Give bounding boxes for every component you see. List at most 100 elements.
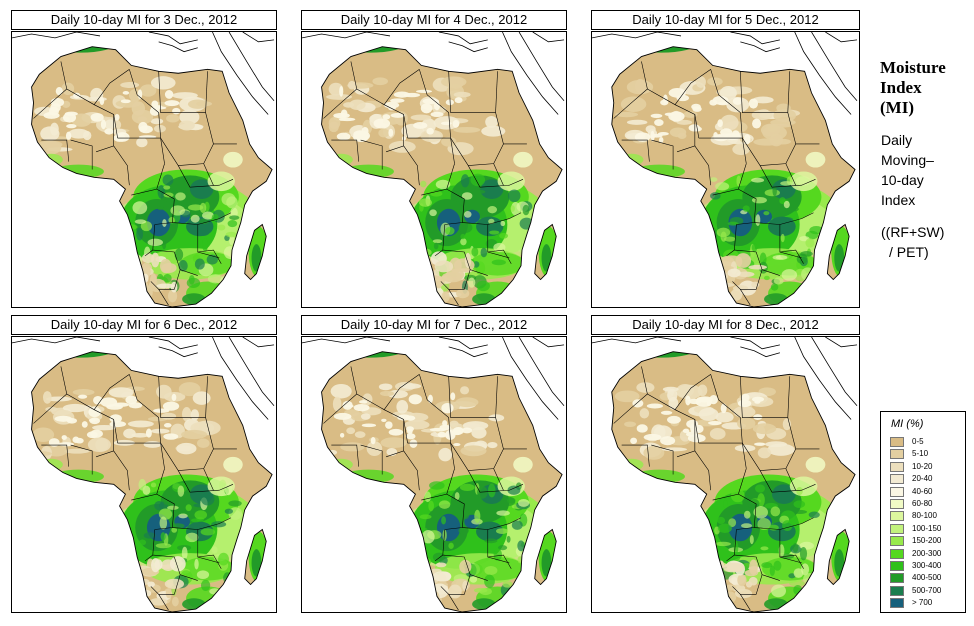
coastline (212, 337, 269, 420)
coastline (302, 32, 391, 39)
coastline (534, 528, 557, 586)
coastline (518, 337, 565, 407)
country-border (197, 554, 222, 569)
country-border (674, 69, 711, 105)
legend-label: 10-20 (912, 461, 933, 471)
country-border (442, 554, 488, 581)
coastline (534, 223, 557, 281)
mi-raster (321, 46, 563, 307)
country-border (440, 269, 471, 290)
country-border (462, 212, 522, 225)
country-border (93, 374, 130, 410)
country-border (694, 145, 711, 186)
country-border (70, 444, 93, 475)
country-border (467, 165, 524, 188)
country-border (759, 165, 816, 188)
country-border (444, 188, 465, 225)
country-border (113, 450, 130, 491)
coastline (518, 32, 565, 102)
country-border (152, 249, 198, 276)
country-border (495, 71, 498, 113)
country-border (674, 374, 711, 410)
country-border (158, 71, 206, 113)
country-border (356, 88, 408, 139)
coastline (826, 528, 850, 586)
legend-swatch (890, 449, 904, 460)
legend: MI (%) 0-5 5-10 10-20 20-40 40-60 60-80 80-100… (880, 411, 966, 613)
country-border (740, 289, 751, 306)
country-border (694, 450, 711, 491)
country-border (647, 88, 700, 139)
coastline (244, 528, 267, 586)
coastline (794, 337, 852, 420)
legend-label: 150-200 (912, 536, 942, 546)
country-border (41, 444, 70, 467)
coastline (502, 32, 559, 115)
country-border (66, 88, 118, 139)
country-border (403, 450, 420, 491)
country-border (160, 442, 214, 471)
coastline (12, 337, 101, 344)
africa-map-graphic (592, 337, 858, 612)
country-border (152, 554, 198, 581)
legend-swatch (890, 523, 904, 534)
country-border (41, 139, 70, 162)
country-border (113, 145, 130, 186)
panel-title: Daily 10-day MI for 8 Dec., 2012 (591, 315, 860, 335)
formula-line: / PET) (889, 244, 929, 260)
country-border (676, 114, 696, 153)
country-border (323, 366, 358, 424)
africa-map-graphic (592, 32, 858, 307)
country-border (434, 529, 446, 562)
mi-raster (31, 46, 273, 307)
country-border (95, 419, 114, 458)
country-border (740, 594, 751, 611)
africa-map-graphic (302, 337, 565, 612)
index-title-line: Moisture (880, 58, 946, 77)
coastline (811, 32, 858, 102)
country-border (495, 376, 498, 418)
panel-title: Daily 10-day MI for 4 Dec., 2012 (301, 10, 567, 30)
legend-swatch (890, 536, 904, 547)
country-border (203, 163, 214, 186)
country-border (154, 493, 175, 530)
country-border (759, 470, 816, 493)
country-border (448, 594, 459, 611)
legend-label: 5-10 (912, 449, 929, 459)
legend-label: 20-40 (912, 474, 933, 484)
country-border (651, 444, 674, 475)
country-border (462, 517, 522, 530)
country-border (419, 374, 451, 444)
coastline (448, 41, 488, 53)
country-border (450, 137, 504, 166)
country-border (740, 376, 788, 418)
country-border (779, 249, 804, 264)
country-border (710, 374, 743, 444)
country-border (698, 137, 747, 164)
country-border (177, 470, 234, 493)
country-border (736, 188, 757, 225)
country-border (734, 554, 780, 581)
legend-label: > 700 (912, 598, 933, 608)
coastline (730, 337, 780, 350)
country-border (647, 393, 700, 444)
country-border (129, 69, 161, 139)
country-border (93, 69, 130, 105)
country-border (203, 468, 214, 491)
africa-map (11, 31, 277, 308)
coastline (321, 351, 563, 612)
country-border (360, 444, 383, 475)
country-border (785, 163, 796, 186)
legend-swatch (890, 486, 904, 497)
coastline (228, 337, 275, 407)
country-border (754, 212, 814, 225)
country-border (710, 69, 743, 139)
country-border (205, 71, 208, 113)
country-border (493, 468, 504, 491)
africa-map-graphic (12, 32, 275, 307)
africa-map (301, 31, 567, 308)
country-border (787, 376, 791, 418)
legend-label: 0-5 (912, 437, 924, 446)
country-border (732, 574, 763, 595)
country-border (442, 249, 488, 276)
